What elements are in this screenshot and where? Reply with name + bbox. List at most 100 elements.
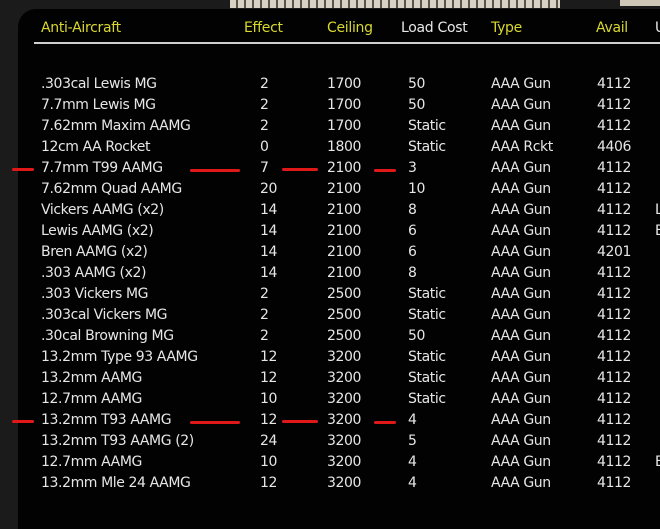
cell-name: 13.2mm Mle 24 AAMG	[41, 475, 191, 491]
column-header-effect[interactable]: Effect	[244, 20, 283, 36]
cell-effect: 2	[260, 286, 269, 302]
cell-ceiling: 2100	[327, 181, 362, 197]
cell-effect: 12	[260, 475, 278, 491]
cell-load: Static	[408, 391, 446, 407]
cell-ceiling: 3200	[327, 391, 362, 407]
cell-type: AAA Gun	[491, 307, 551, 323]
cell-avail: 4201	[597, 244, 632, 260]
cell-avail: 4112	[597, 118, 632, 134]
column-header-name[interactable]: Anti-Aircraft	[41, 20, 121, 36]
cell-load: 5	[408, 433, 417, 449]
cell-type: AAA Gun	[491, 412, 551, 428]
red-highlight-mark	[374, 421, 396, 424]
cell-type: AAA Gun	[491, 370, 551, 386]
cell-type: AAA Gun	[491, 475, 551, 491]
cell-ceiling: 3200	[327, 454, 362, 470]
cell-ceiling: 2500	[327, 286, 362, 302]
cell-type: AAA Gun	[491, 328, 551, 344]
cell-name: 13.2mm T93 AAMG (2)	[41, 433, 194, 449]
cell-type: AAA Gun	[491, 160, 551, 176]
cell-name: 12.7mm AAMG	[41, 391, 142, 407]
cell-effect: 7	[260, 160, 269, 176]
cell-load: 50	[408, 76, 426, 92]
cell-name: 13.2mm Type 93 AAMG	[41, 349, 198, 365]
cell-load: Static	[408, 139, 446, 155]
cell-avail: 4112	[597, 286, 632, 302]
cell-name: 7.62mm Quad AAMG	[41, 181, 182, 197]
cell-avail: 4112	[597, 328, 632, 344]
cell-effect: 2	[260, 118, 269, 134]
background-sketch-image	[230, 0, 560, 8]
cell-avail: 4406	[597, 139, 632, 155]
cell-type: AAA Gun	[491, 433, 551, 449]
column-header-extra[interactable]: U	[655, 20, 660, 36]
cell-load: 10	[408, 181, 426, 197]
cell-ceiling: 2500	[327, 307, 362, 323]
cell-name: Vickers AAMG (x2)	[41, 202, 164, 218]
cell-load: 8	[408, 202, 417, 218]
cell-name: .303cal Vickers MG	[41, 307, 168, 323]
column-header-type[interactable]: Type	[491, 20, 522, 36]
cell-load: Static	[408, 349, 446, 365]
cell-type: AAA Gun	[491, 286, 551, 302]
cell-avail: 4112	[597, 454, 632, 470]
cell-ceiling: 2500	[327, 328, 362, 344]
cell-name: .303cal Lewis MG	[41, 76, 157, 92]
column-header-ceiling[interactable]: Ceiling	[327, 20, 373, 36]
cell-effect: 0	[260, 139, 269, 155]
cell-name: 13.2mm AAMG	[41, 370, 142, 386]
cell-ceiling: 1800	[327, 139, 362, 155]
cell-type: AAA Gun	[491, 349, 551, 365]
cell-type: AAA Gun	[491, 454, 551, 470]
cell-extra: L	[655, 202, 660, 218]
cell-type: AAA Gun	[491, 223, 551, 239]
cell-type: AAA Gun	[491, 76, 551, 92]
cell-ceiling: 2100	[327, 160, 362, 176]
cell-ceiling: 2100	[327, 223, 362, 239]
weapons-table-panel	[18, 9, 660, 529]
red-highlight-mark	[12, 420, 34, 423]
cell-avail: 4112	[597, 433, 632, 449]
cell-effect: 2	[260, 307, 269, 323]
cell-effect: 2	[260, 97, 269, 113]
cell-effect: 14	[260, 265, 278, 281]
cell-load: 4	[408, 475, 417, 491]
red-highlight-mark	[282, 168, 318, 171]
cell-avail: 4112	[597, 412, 632, 428]
red-highlight-mark	[282, 420, 318, 423]
cell-type: AAA Gun	[491, 181, 551, 197]
cell-load: 6	[408, 223, 417, 239]
cell-avail: 4112	[597, 202, 632, 218]
cell-avail: 4112	[597, 160, 632, 176]
cell-name: 7.62mm Maxim AAMG	[41, 118, 191, 134]
cell-load: 50	[408, 328, 426, 344]
column-header-load-cost[interactable]: Load Cost	[401, 20, 468, 36]
cell-avail: 4112	[597, 97, 632, 113]
cell-effect: 2	[260, 76, 269, 92]
cell-type: AAA Gun	[491, 265, 551, 281]
cell-effect: 20	[260, 181, 278, 197]
cell-avail: 4112	[597, 349, 632, 365]
background-sketch-image-right	[620, 0, 660, 6]
red-highlight-mark	[190, 169, 240, 172]
cell-load: Static	[408, 118, 446, 134]
cell-ceiling: 2100	[327, 265, 362, 281]
cell-effect: 10	[260, 391, 278, 407]
cell-name: Bren AAMG (x2)	[41, 244, 148, 260]
cell-load: 6	[408, 244, 417, 260]
cell-effect: 14	[260, 244, 278, 260]
cell-load: Static	[408, 307, 446, 323]
cell-avail: 4112	[597, 223, 632, 239]
cell-name: 12.7mm AAMG	[41, 454, 142, 470]
cell-type: AAA Gun	[491, 97, 551, 113]
cell-effect: 12	[260, 370, 278, 386]
cell-effect: 12	[260, 412, 278, 428]
column-header-avail[interactable]: Avail	[596, 20, 628, 36]
cell-name: .30cal Browning MG	[41, 328, 174, 344]
cell-avail: 4112	[597, 265, 632, 281]
cell-avail: 4112	[597, 391, 632, 407]
cell-effect: 14	[260, 202, 278, 218]
cell-load: 3	[408, 160, 417, 176]
cell-load: Static	[408, 370, 446, 386]
cell-name: .303 Vickers MG	[41, 286, 149, 302]
